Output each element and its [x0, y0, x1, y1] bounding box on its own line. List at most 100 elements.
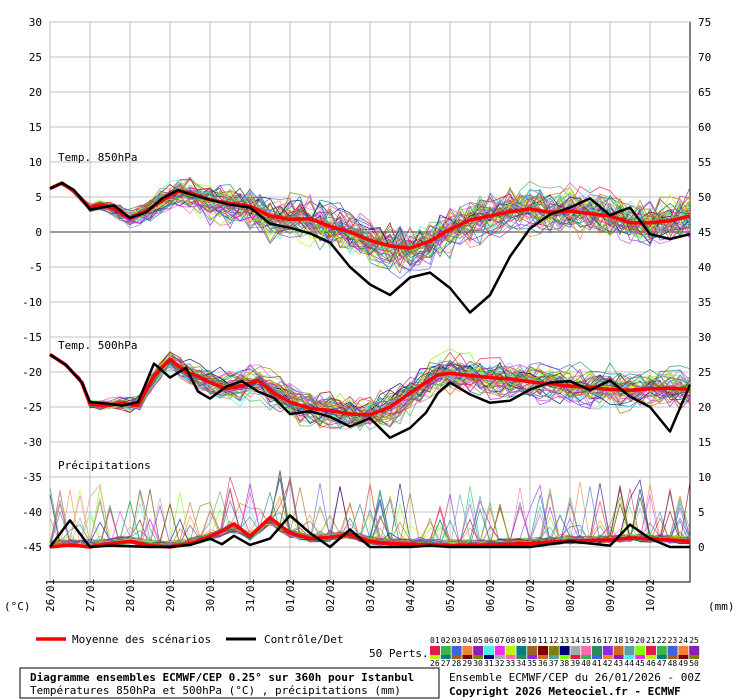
pert-swatch-bottom: [570, 655, 581, 659]
control-line-t850: [49, 181, 691, 314]
pert-swatch-top: [624, 646, 635, 655]
pert-id-top: 01: [430, 636, 440, 645]
right-tick-label: 20: [698, 401, 711, 414]
pert-id-top: 11: [538, 636, 548, 645]
pert-id-top: 12: [549, 636, 559, 645]
pert-id-top: 22: [657, 636, 667, 645]
pert-swatch-bottom: [484, 655, 494, 659]
right-tick-label: 60: [698, 121, 711, 134]
right-tick-label: 35: [698, 296, 711, 309]
pert-swatch-top: [689, 646, 700, 655]
left-tick-label: -5: [29, 261, 42, 274]
pert-id-top: 14: [570, 636, 580, 645]
right-tick-label: 70: [698, 51, 711, 64]
pert-id-bottom: 45: [635, 659, 645, 668]
pert-swatch-top: [581, 646, 592, 655]
pert-swatch-top: [646, 646, 656, 655]
right-tick-label: 45: [698, 226, 711, 239]
right-tick-label: 0: [698, 541, 705, 554]
pert-id-top: 02: [441, 636, 451, 645]
pert-id-bottom: 42: [603, 659, 613, 668]
pert-swatch-bottom: [516, 655, 527, 659]
left-tick-label: 0: [35, 226, 42, 239]
pert-id-bottom: 29: [462, 659, 472, 668]
pert-id-bottom: 47: [657, 659, 667, 668]
legend-mean-label: Moyenne des scénarios: [72, 633, 211, 646]
pert-swatch-top: [440, 646, 451, 655]
pert-swatch-top: [484, 646, 494, 655]
footer-title-line1: Diagramme ensembles ECMWF/CEP 0.25° sur …: [30, 671, 414, 684]
pert-id-top: 10: [527, 636, 537, 645]
pert-id-bottom: 30: [473, 659, 483, 668]
pert-id-bottom: 32: [495, 659, 505, 668]
pert-swatch-bottom: [656, 655, 667, 659]
pert-swatch-bottom: [635, 655, 646, 659]
pert-id-top: 20: [635, 636, 645, 645]
right-tick-label: 75: [698, 16, 711, 29]
left-axis-unit: (°C): [4, 600, 31, 613]
pert-id-bottom: 40: [581, 659, 591, 668]
labels: Temp. 850hPa Temp. 500hPa Précipitations: [58, 151, 151, 472]
pert-id-top: 17: [603, 636, 613, 645]
left-tick-label: 20: [29, 86, 42, 99]
control-line-precip: [49, 514, 690, 549]
date-tick-label: 09/02: [604, 579, 617, 612]
date-tick-label: 28/01: [124, 579, 137, 612]
pert-id-bottom: 33: [506, 659, 516, 668]
pert-id-top: 05: [473, 636, 483, 645]
pert-t850: [49, 183, 691, 262]
pert-swatch-bottom: [538, 655, 548, 659]
date-tick-label: 01/02: [284, 579, 297, 612]
pert-id-bottom: 46: [646, 659, 656, 668]
left-tick-label: 10: [29, 156, 42, 169]
pert-swatch-top: [462, 646, 473, 655]
pert-id-top: 07: [495, 636, 505, 645]
pert-swatch-top: [473, 646, 484, 655]
pert-swatch-bottom: [462, 655, 473, 659]
left-tick-label: 15: [29, 121, 42, 134]
date-tick-label: 27/01: [84, 579, 97, 612]
date-tick-label: 02/02: [324, 579, 337, 612]
pert-swatch-bottom: [581, 655, 592, 659]
right-tick-label: 10: [698, 471, 711, 484]
pert-id-bottom: 44: [624, 659, 634, 668]
main-series: [49, 181, 692, 549]
right-tick-label: 65: [698, 86, 711, 99]
pert-swatch-bottom: [592, 655, 602, 659]
left-tick-label: 30: [29, 16, 42, 29]
pert-id-bottom: 50: [689, 659, 699, 668]
pert-swatch-top: [592, 646, 602, 655]
pert-id-bottom: 43: [614, 659, 624, 668]
pert-id-top: 24: [678, 636, 688, 645]
panel-label-t850: Temp. 850hPa: [58, 151, 137, 164]
pert-id-top: 13: [560, 636, 570, 645]
pert-id-bottom: 41: [592, 659, 602, 668]
pert-id-top: 19: [624, 636, 634, 645]
pert-swatch-top: [548, 646, 559, 655]
mean-line-precip: [49, 515, 691, 549]
pert-swatch-top: [656, 646, 667, 655]
pert-id-bottom: 36: [538, 659, 548, 668]
pert-swatch-top: [613, 646, 624, 655]
mean-line-t500: [49, 353, 691, 417]
legend-perts-label: 50 Perts.: [369, 647, 429, 660]
left-tick-label: -40: [22, 506, 42, 519]
pert-swatch-top: [602, 646, 613, 655]
pert-swatch-top: [678, 646, 689, 655]
pert-swatch-top: [527, 646, 538, 655]
date-tick-label: 29/01: [164, 579, 177, 612]
panel-label-precip: Précipitations: [58, 459, 151, 472]
date-tick-label: 08/02: [564, 579, 577, 612]
pert-swatch-bottom: [494, 655, 505, 659]
pert-id-bottom: 26: [430, 659, 440, 668]
pert-swatch-top: [559, 646, 570, 655]
pert-swatch-bottom: [430, 655, 440, 659]
date-tick-label: 04/02: [404, 579, 417, 612]
right-tick-label: 30: [698, 331, 711, 344]
pert-swatch-bottom: [602, 655, 613, 659]
pert-swatch-bottom: [624, 655, 635, 659]
pert-id-top: 06: [484, 636, 494, 645]
pert-swatch-bottom: [473, 655, 484, 659]
footer-copyright: Copyright 2026 Meteociel.fr - ECMWF: [449, 685, 681, 698]
